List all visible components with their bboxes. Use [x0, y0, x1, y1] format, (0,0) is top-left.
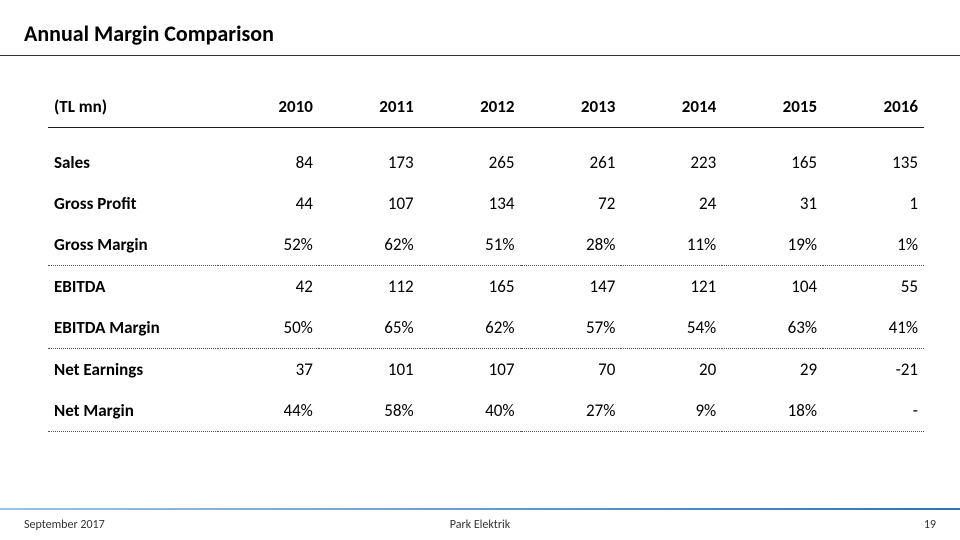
cell: 63% — [722, 307, 823, 349]
row-label: Gross Profit — [48, 183, 218, 224]
table-row: Gross Margin52%62%51%28%11%19%1% — [48, 224, 924, 266]
cell: 101 — [319, 349, 420, 391]
cell: 1% — [823, 224, 924, 266]
cell: 165 — [722, 128, 823, 184]
cell: 31 — [722, 183, 823, 224]
cell: 165 — [420, 266, 521, 308]
cell: 107 — [420, 349, 521, 391]
table-row: EBITDA4211216514712110455 — [48, 266, 924, 308]
cell: 18% — [722, 390, 823, 432]
row-label: EBITDA — [48, 266, 218, 308]
cell: 65% — [319, 307, 420, 349]
row-label: Gross Margin — [48, 224, 218, 266]
col-header: 2016 — [823, 86, 924, 128]
table-row: Net Earnings37101107702029-21 — [48, 349, 924, 391]
cell: 19% — [722, 224, 823, 266]
slide-footer: September 2017 Park Elektrik 19 — [0, 500, 960, 540]
cell: 121 — [621, 266, 722, 308]
row-label-header: (TL mn) — [48, 86, 218, 128]
table-row: Sales84173265261223165135 — [48, 128, 924, 184]
cell: 135 — [823, 128, 924, 184]
cell: 107 — [319, 183, 420, 224]
cell: 42 — [218, 266, 319, 308]
footer-page-number: 19 — [924, 518, 936, 532]
col-header: 2012 — [420, 86, 521, 128]
table-header-row: (TL mn) 2010 2011 2012 2013 2014 2015 20… — [48, 86, 924, 128]
row-label: Net Earnings — [48, 349, 218, 391]
cell: 54% — [621, 307, 722, 349]
cell: 112 — [319, 266, 420, 308]
cell: 104 — [722, 266, 823, 308]
cell: 51% — [420, 224, 521, 266]
cell: - — [823, 390, 924, 432]
col-header: 2014 — [621, 86, 722, 128]
cell: 261 — [521, 128, 622, 184]
cell: 1 — [823, 183, 924, 224]
table-body: Sales84173265261223165135Gross Profit441… — [48, 128, 924, 432]
cell: 24 — [621, 183, 722, 224]
cell: 62% — [420, 307, 521, 349]
footer-company: Park Elektrik — [0, 518, 960, 532]
slide-title: Annual Margin Comparison — [0, 0, 960, 56]
cell: 50% — [218, 307, 319, 349]
cell: 11% — [621, 224, 722, 266]
cell: 44 — [218, 183, 319, 224]
financial-table-container: (TL mn) 2010 2011 2012 2013 2014 2015 20… — [0, 56, 960, 432]
table-row: EBITDA Margin50%65%62%57%54%63%41% — [48, 307, 924, 349]
cell: 27% — [521, 390, 622, 432]
row-label: EBITDA Margin — [48, 307, 218, 349]
table-row: Net Margin44%58%40%27%9%18%- — [48, 390, 924, 432]
financial-table: (TL mn) 2010 2011 2012 2013 2014 2015 20… — [48, 86, 924, 432]
col-header: 2011 — [319, 86, 420, 128]
cell: 58% — [319, 390, 420, 432]
cell: 72 — [521, 183, 622, 224]
row-label: Net Margin — [48, 390, 218, 432]
cell: 84 — [218, 128, 319, 184]
cell: 20 — [621, 349, 722, 391]
cell: 147 — [521, 266, 622, 308]
cell: 37 — [218, 349, 319, 391]
cell: 40% — [420, 390, 521, 432]
table-row: Gross Profit441071347224311 — [48, 183, 924, 224]
cell: 223 — [621, 128, 722, 184]
col-header: 2010 — [218, 86, 319, 128]
row-label: Sales — [48, 128, 218, 184]
cell: 9% — [621, 390, 722, 432]
cell: 41% — [823, 307, 924, 349]
footer-accent-bar — [0, 508, 960, 510]
col-header: 2013 — [521, 86, 622, 128]
cell: 134 — [420, 183, 521, 224]
cell: 57% — [521, 307, 622, 349]
cell: 29 — [722, 349, 823, 391]
cell: 55 — [823, 266, 924, 308]
cell: 44% — [218, 390, 319, 432]
cell: 70 — [521, 349, 622, 391]
cell: -21 — [823, 349, 924, 391]
col-header: 2015 — [722, 86, 823, 128]
cell: 265 — [420, 128, 521, 184]
cell: 173 — [319, 128, 420, 184]
cell: 52% — [218, 224, 319, 266]
cell: 62% — [319, 224, 420, 266]
cell: 28% — [521, 224, 622, 266]
